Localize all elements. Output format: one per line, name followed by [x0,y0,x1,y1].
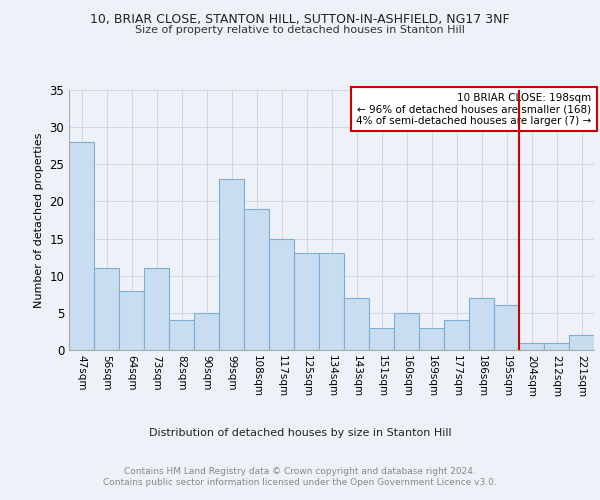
Text: Distribution of detached houses by size in Stanton Hill: Distribution of detached houses by size … [149,428,451,438]
Y-axis label: Number of detached properties: Number of detached properties [34,132,44,308]
Bar [494,306,519,350]
Text: Contains HM Land Registry data © Crown copyright and database right 2024.
Contai: Contains HM Land Registry data © Crown c… [103,468,497,487]
Bar [369,328,394,350]
Bar [69,142,94,350]
Bar [144,268,169,350]
Text: 10, BRIAR CLOSE, STANTON HILL, SUTTON-IN-ASHFIELD, NG17 3NF: 10, BRIAR CLOSE, STANTON HILL, SUTTON-IN… [90,12,510,26]
Bar [294,254,319,350]
Text: 10 BRIAR CLOSE: 198sqm
← 96% of detached houses are smaller (168)
4% of semi-det: 10 BRIAR CLOSE: 198sqm ← 96% of detached… [356,92,592,126]
Bar [419,328,444,350]
Bar [194,313,219,350]
Bar [244,209,269,350]
Bar [319,254,344,350]
Bar [169,320,194,350]
Bar [94,268,119,350]
Bar [119,290,144,350]
Bar [394,313,419,350]
Bar [269,238,294,350]
Bar [469,298,494,350]
Text: Size of property relative to detached houses in Stanton Hill: Size of property relative to detached ho… [135,25,465,35]
Bar [544,342,569,350]
Bar [569,335,594,350]
Bar [519,342,544,350]
Bar [444,320,469,350]
Bar [344,298,369,350]
Bar [219,179,244,350]
